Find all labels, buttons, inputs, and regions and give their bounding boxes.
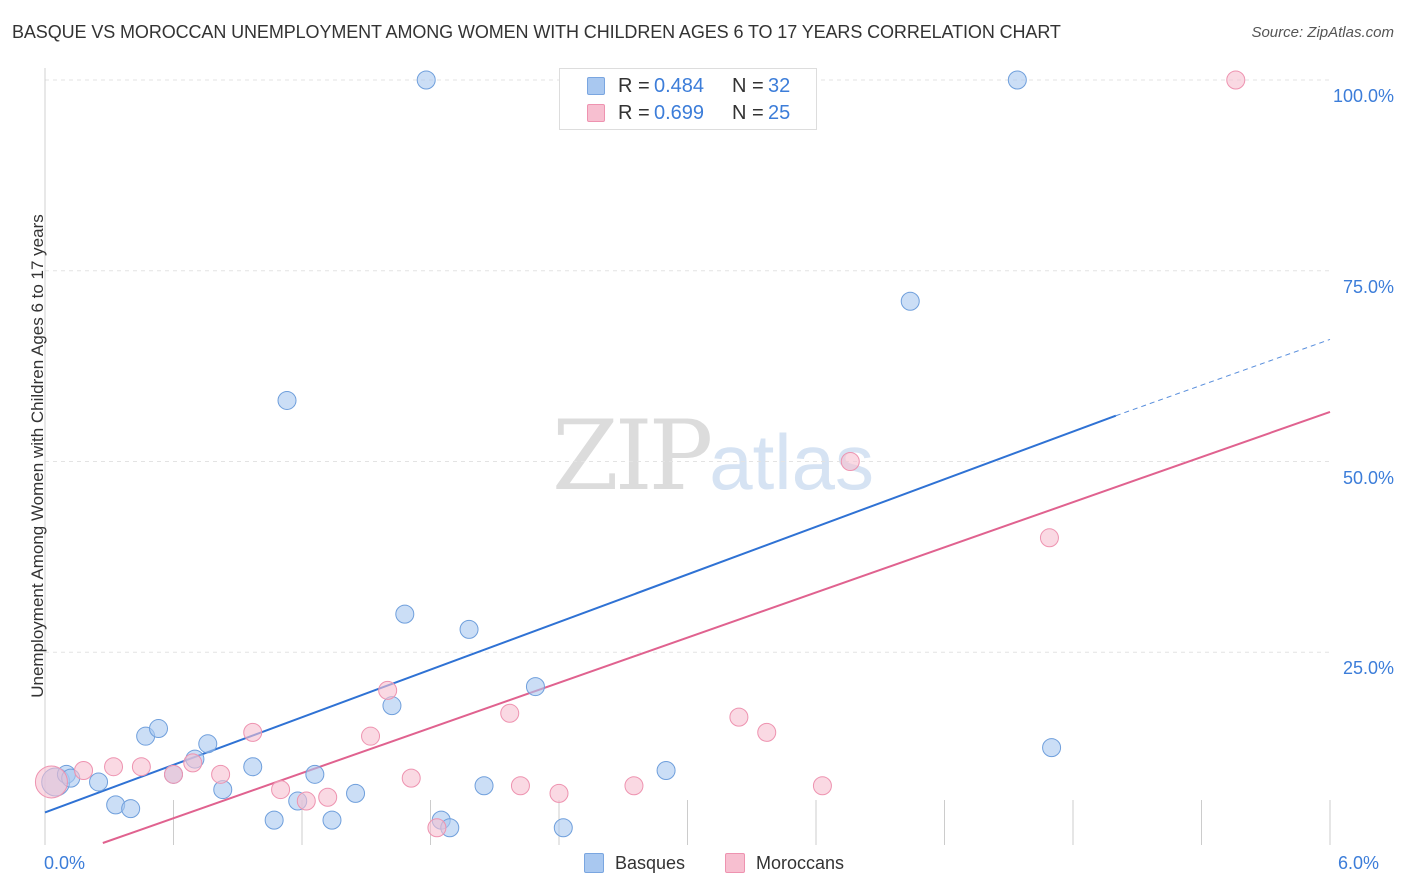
legend-r-label: R =: [618, 75, 650, 97]
chart-title: BASQUE VS MOROCCAN UNEMPLOYMENT AMONG WO…: [12, 22, 1061, 42]
y-tick-label: 100.0%: [1332, 86, 1394, 106]
y-tick-label: 25.0%: [1342, 658, 1394, 679]
legend-n-value: 32: [768, 75, 791, 97]
data-point-basques: [305, 764, 325, 784]
data-point-basques: [553, 818, 573, 838]
data-point-moroccans: [131, 757, 151, 777]
trend-line-moroccans: [102, 410, 1331, 844]
legend-n-label: N =: [732, 102, 764, 124]
data-point-basques: [416, 70, 436, 90]
data-point-moroccans: [378, 680, 398, 700]
data-point-moroccans: [271, 780, 291, 800]
legend-n-value: 25: [768, 102, 791, 124]
bottom-legend-swatch-moroccans: [725, 853, 745, 873]
data-point-basques: [243, 757, 263, 777]
data-point-moroccans: [361, 726, 381, 746]
data-point-moroccans: [183, 753, 203, 773]
data-point-basques: [346, 783, 366, 803]
data-point-moroccans: [510, 776, 530, 796]
data-point-moroccans: [1226, 70, 1246, 90]
data-point-basques: [89, 772, 109, 792]
y-tick-label: 75.0%: [1342, 276, 1394, 297]
point-layer: [34, 70, 1246, 838]
data-point-basques: [656, 761, 676, 781]
bottom-legend-label-basques: Basques: [615, 853, 686, 873]
data-point-basques: [264, 810, 284, 830]
bottom-legend-label-moroccans: Moroccans: [756, 853, 845, 873]
bottom-legend-swatch-basques: [584, 853, 604, 873]
data-point-moroccans: [104, 757, 124, 777]
data-point-basques: [1042, 738, 1062, 758]
data-point-moroccans: [757, 722, 777, 742]
legend-r-value: 0.484: [654, 75, 705, 97]
data-point-basques: [322, 810, 342, 830]
correlation-legend: R = 0.484 N = 32 R = 0.699 N = 25: [559, 68, 817, 130]
data-point-moroccans: [427, 818, 447, 838]
data-point-basques: [277, 390, 297, 410]
data-point-moroccans: [164, 764, 183, 784]
legend-r-label: R =: [618, 102, 650, 124]
y-tick-label: 50.0%: [1342, 467, 1394, 488]
axis-layer: [44, 68, 1331, 845]
legend-r-value: 0.699: [654, 102, 705, 124]
data-point-moroccans: [500, 703, 520, 723]
data-point-moroccans: [211, 764, 231, 784]
x-tick-max: 6.0%: [1338, 853, 1380, 873]
data-point-moroccans: [401, 768, 421, 788]
legend-swatch-basques: [587, 77, 605, 95]
grid-layer: [45, 79, 1330, 653]
trend-extension-basques: [1115, 338, 1331, 417]
legend-swatch-moroccans: [587, 104, 605, 122]
data-point-moroccans: [243, 722, 263, 742]
legend-row-basques: R = 0.484 N = 32: [560, 74, 816, 100]
data-point-basques: [198, 734, 218, 754]
legend-n-label: N =: [732, 75, 764, 97]
data-point-moroccans: [840, 452, 860, 471]
source-credit: Source: ZipAtlas.com: [1251, 24, 1394, 41]
y-axis-label: Unemployment Among Women with Children A…: [28, 214, 47, 698]
watermark-zip: ZIP: [552, 400, 713, 512]
data-point-basques: [474, 776, 494, 796]
data-point-moroccans: [812, 776, 832, 796]
data-point-moroccans: [729, 707, 749, 727]
data-point-moroccans: [624, 776, 644, 796]
data-point-moroccans: [34, 765, 68, 799]
trend-line-basques: [44, 414, 1117, 814]
data-point-basques: [121, 799, 141, 819]
legend-row-moroccans: R = 0.699 N = 25: [560, 101, 816, 127]
data-point-moroccans: [318, 787, 338, 807]
data-point-basques: [459, 619, 479, 639]
data-point-moroccans: [549, 783, 569, 803]
data-point-moroccans: [296, 791, 316, 811]
data-point-moroccans: [1039, 528, 1059, 548]
data-point-basques: [1007, 70, 1027, 90]
trend-layer: [44, 338, 1331, 844]
data-point-basques: [900, 291, 920, 311]
data-point-basques: [149, 719, 169, 739]
data-point-basques: [525, 677, 545, 697]
data-point-moroccans: [74, 761, 94, 781]
data-point-basques: [395, 604, 415, 624]
x-tick-min: 0.0%: [44, 853, 86, 873]
